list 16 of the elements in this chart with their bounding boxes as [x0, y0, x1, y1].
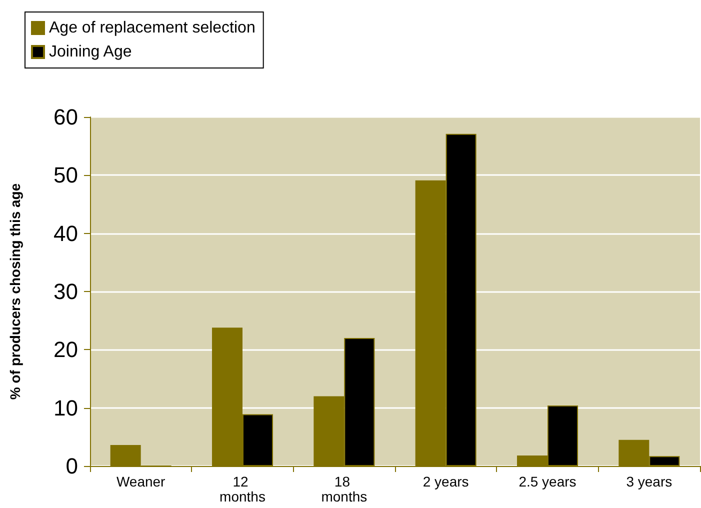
y-axis-title: % of producers chosing this age: [7, 183, 23, 400]
y-tick-label: 50: [54, 162, 78, 188]
legend-label: Joining Age: [49, 44, 132, 60]
x-tick-label: 3 years: [626, 474, 672, 490]
y-tick-label: 20: [54, 337, 78, 362]
y-tick-label: 60: [54, 104, 78, 130]
x-tick-label: 2 years: [422, 474, 469, 490]
y-tick-label: 30: [54, 279, 78, 304]
y-tick-label: 10: [54, 395, 78, 420]
x-tick-label: 12 months: [220, 474, 266, 504]
x-tick-label: 18 months: [321, 474, 368, 504]
x-tick-label: Weaner: [116, 474, 166, 490]
legend-label: Age of replacement selection: [49, 20, 256, 36]
y-tick-label: 40: [54, 220, 78, 246]
x-tick-label: 2.5 years: [518, 474, 576, 490]
y-tick-label: 0: [66, 454, 78, 478]
